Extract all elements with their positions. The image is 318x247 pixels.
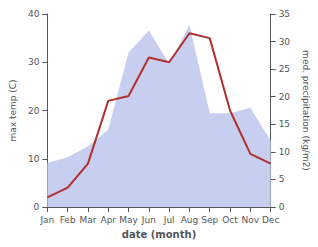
svg-text:15: 15 [279, 119, 290, 129]
svg-text:Feb: Feb [60, 215, 76, 225]
svg-text:Jan: Jan [39, 215, 54, 225]
svg-text:Sep: Sep [201, 215, 218, 225]
svg-text:10: 10 [279, 147, 291, 157]
svg-text:Jun: Jun [141, 215, 156, 225]
svg-text:date (month): date (month) [122, 229, 196, 240]
svg-text:0: 0 [34, 202, 40, 212]
svg-text:max temp (C): max temp (C) [8, 79, 18, 141]
svg-text:10: 10 [28, 154, 40, 164]
svg-text:Aug: Aug [181, 215, 199, 225]
svg-text:30: 30 [279, 37, 291, 47]
svg-text:med. precipitation (kg/m2): med. precipitation (kg/m2) [301, 50, 311, 171]
svg-text:Oct: Oct [222, 215, 238, 225]
svg-text:0: 0 [279, 202, 285, 212]
svg-text:30: 30 [28, 57, 40, 67]
svg-text:May: May [119, 215, 138, 225]
svg-text:Dec: Dec [262, 215, 279, 225]
svg-text:20: 20 [28, 106, 40, 116]
svg-text:20: 20 [279, 92, 291, 102]
svg-text:5: 5 [279, 174, 285, 184]
svg-text:35: 35 [279, 9, 290, 19]
svg-text:Nov: Nov [242, 215, 260, 225]
svg-text:Jul: Jul [163, 215, 175, 225]
svg-text:Mar: Mar [79, 215, 96, 225]
svg-text:Apr: Apr [100, 215, 116, 225]
svg-text:25: 25 [279, 64, 290, 74]
svg-text:40: 40 [28, 9, 40, 19]
